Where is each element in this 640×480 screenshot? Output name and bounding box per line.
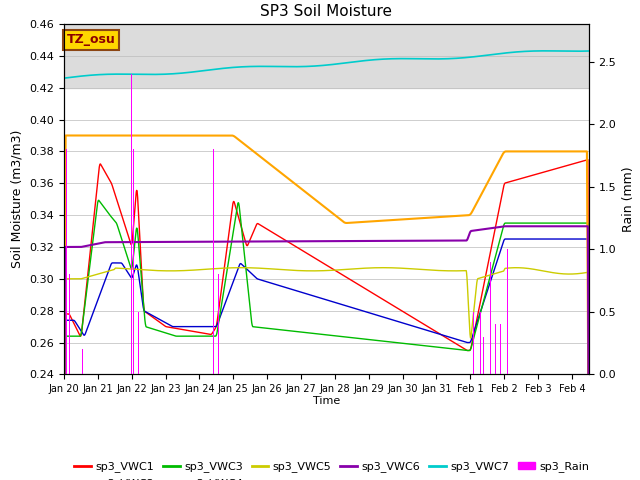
X-axis label: Time: Time	[313, 396, 340, 406]
Y-axis label: Rain (mm): Rain (mm)	[622, 167, 635, 232]
Y-axis label: Soil Moisture (m3/m3): Soil Moisture (m3/m3)	[11, 130, 24, 268]
Bar	[64, 8, 589, 88]
Title: SP3 Soil Moisture: SP3 Soil Moisture	[260, 4, 392, 19]
Text: TZ_osu: TZ_osu	[67, 33, 115, 46]
Legend: sp3_VWC1, sp3_VWC2, sp3_VWC3, sp3_VWC4, sp3_VWC5, sp3_VWC6, sp3_VWC7, sp3_Rain: sp3_VWC1, sp3_VWC2, sp3_VWC3, sp3_VWC4, …	[70, 457, 594, 480]
